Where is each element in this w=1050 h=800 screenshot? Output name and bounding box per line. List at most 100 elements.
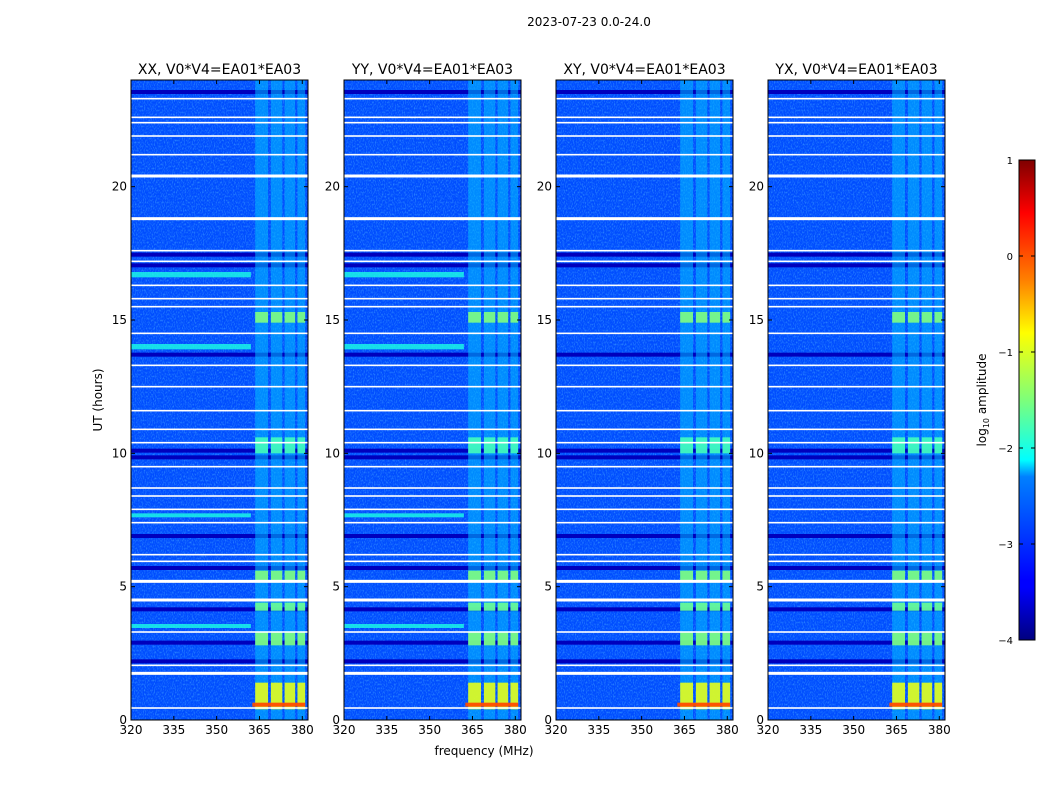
dark-row [344, 640, 521, 645]
strong-rfi-line [677, 702, 731, 707]
rfi-burst [892, 602, 906, 611]
colorbar-ticks: −4 −3 −2 −1 0 1 [998, 156, 1035, 647]
panel-frame [130, 79, 309, 721]
dark-row [556, 448, 733, 453]
rfi-channel-stripe [907, 80, 920, 720]
panel-frame [767, 79, 946, 721]
flagged-row [556, 598, 733, 602]
dark-row [768, 455, 945, 460]
dark-row [556, 252, 733, 257]
flagged-row [131, 487, 308, 489]
flagged-row [556, 135, 733, 137]
x-tick-label: 380 [716, 723, 739, 737]
rfi-burst [497, 632, 509, 646]
strong-rfi-line [465, 702, 519, 707]
y-tick-label: 10 [749, 446, 764, 460]
flagged-row [556, 217, 733, 221]
rfi-channel-stripe [680, 80, 694, 720]
dark-row [131, 448, 308, 453]
rfi-burst [709, 632, 721, 646]
rfi-burst [695, 632, 708, 646]
rfi-burst [483, 682, 496, 710]
rfi-burst [483, 312, 496, 323]
broadband-rfi-row [344, 624, 464, 628]
rfi-channel-stripe [297, 80, 306, 720]
rfi-burst [510, 570, 519, 580]
dark-row [131, 90, 308, 94]
rfi-burst [510, 437, 519, 454]
x-tick-label: 320 [333, 723, 356, 737]
flagged-row [344, 560, 521, 563]
flagged-row [768, 707, 945, 709]
strong-rfi-line [252, 702, 306, 707]
rfi-channel-stripe [483, 80, 496, 720]
x-tick-label: 365 [248, 723, 271, 737]
dark-row [768, 252, 945, 257]
colorbar-tick-label: 1 [1007, 156, 1013, 167]
rfi-burst [921, 570, 933, 580]
panel-xx: XX, V0*V4=EA01*EA03 320 335 350 365 380 0 5 10 15… [112, 62, 314, 737]
flagged-row [344, 385, 521, 388]
rfi-burst [921, 437, 933, 454]
rfi-channel-stripe [892, 80, 906, 720]
flagged-row [131, 217, 308, 221]
broadband-rfi-row [131, 344, 251, 350]
flagged-row [556, 305, 733, 308]
rfi-burst [270, 682, 283, 710]
flagged-row [131, 364, 308, 367]
rfi-burst [934, 632, 943, 646]
panel-plot-area [556, 80, 733, 720]
rfi-burst [510, 682, 519, 710]
rfi-burst [468, 570, 482, 580]
rfi-burst [468, 632, 482, 646]
colorbar-tick-label: −2 [998, 444, 1013, 455]
rfi-burst [892, 570, 906, 580]
flagged-row [556, 664, 733, 667]
flagged-row [556, 97, 733, 100]
rfi-burst [722, 632, 731, 646]
flagged-row [344, 121, 521, 124]
flagged-row [344, 364, 521, 367]
flagged-row [344, 521, 521, 524]
rfi-burst [270, 632, 283, 646]
rfi-burst [722, 312, 731, 323]
flagged-row [131, 671, 308, 675]
rfi-burst [934, 602, 943, 611]
flagged-row [344, 409, 521, 412]
rfi-burst [270, 570, 283, 580]
dark-row [556, 90, 733, 94]
flagged-row [768, 364, 945, 367]
rfi-burst [468, 602, 482, 611]
flagged-row [131, 707, 308, 709]
x-tick-label: 335 [162, 723, 185, 737]
x-tick-label: 320 [757, 723, 780, 737]
panel-plot-area [768, 80, 945, 720]
x-tick-label: 335 [587, 723, 610, 737]
x-tick-label: 350 [842, 723, 865, 737]
x-tick-label: 380 [291, 723, 314, 737]
dark-row [131, 252, 308, 257]
panel-title: YY, V0*V4=EA01*EA03 [351, 62, 513, 78]
rfi-burst [695, 602, 708, 611]
flagged-row [768, 217, 945, 221]
rfi-burst [255, 632, 269, 646]
flagged-row [556, 116, 733, 119]
flagged-row [556, 153, 733, 156]
y-tick-label: 20 [749, 180, 764, 194]
dark-row [556, 566, 733, 570]
x-tick-label: 365 [885, 723, 908, 737]
rfi-channel-stripe [921, 80, 933, 720]
rfi-burst [695, 312, 708, 323]
dark-row [131, 263, 308, 268]
flagged-row [131, 284, 308, 287]
flagged-row [556, 631, 733, 633]
rfi-burst [934, 437, 943, 454]
dark-row [344, 659, 521, 664]
colorbar: −4 −3 −2 −1 0 1 log10 amplitude [975, 156, 1036, 647]
flagged-row [768, 409, 945, 412]
rfi-burst [297, 437, 306, 454]
dark-row [344, 90, 521, 94]
colorbar-gradient [1018, 159, 1036, 641]
flagged-row [768, 121, 945, 124]
flagged-row [768, 116, 945, 119]
